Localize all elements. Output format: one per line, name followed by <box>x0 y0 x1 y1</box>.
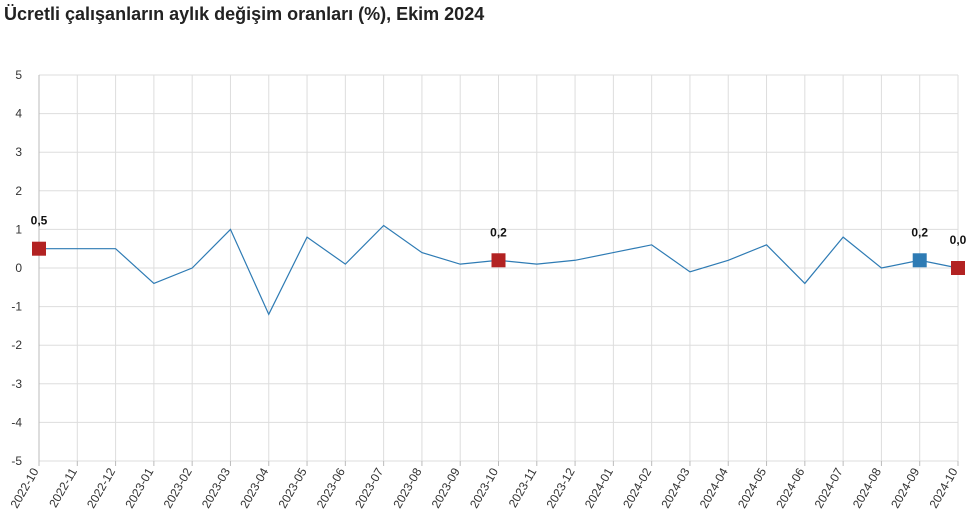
data-label: 0,2 <box>911 225 928 239</box>
y-tick-label: -1 <box>11 300 22 314</box>
x-axis-ticks: 2022-10 2022-11 2022-12 2023-01 2023-02 2023-… <box>7 465 960 510</box>
highlight-markers <box>32 241 965 275</box>
x-tick-label: 2022-10 <box>7 465 41 510</box>
x-tick-label: 2023-09 <box>429 465 463 510</box>
y-tick-label: 0 <box>15 261 22 275</box>
y-tick-label: 1 <box>15 222 22 236</box>
y-tick-label: 2 <box>15 184 22 198</box>
x-tick-label: 2024-07 <box>812 465 846 510</box>
y-tick-label: -5 <box>11 454 22 468</box>
y-tick-label: -4 <box>11 415 22 429</box>
y-tick-label: 5 <box>15 68 22 82</box>
x-tick-label: 2023-08 <box>390 465 424 510</box>
x-tick-label: 2022-12 <box>84 465 118 510</box>
x-tick-label: 2024-09 <box>888 465 922 510</box>
y-tick-label: 3 <box>15 145 22 159</box>
data-label: 0,5 <box>31 214 48 228</box>
x-tick-label: 2023-10 <box>467 465 501 510</box>
x-tick-label: 2023-04 <box>237 465 271 510</box>
x-tick-label: 2024-06 <box>773 465 807 510</box>
x-tick-label: 2023-11 <box>506 465 540 510</box>
point-marker <box>951 261 965 275</box>
y-tick-label: 4 <box>15 107 22 121</box>
x-tick-label: 2023-12 <box>544 465 578 510</box>
data-labels: 0,5 0,2 0,2 0,0 <box>31 214 967 247</box>
x-tick-label: 2023-03 <box>199 465 233 510</box>
x-tick-label: 2024-01 <box>582 465 616 510</box>
y-axis-ticks: 5 4 3 2 1 0 -1 -2 -3 -4 -5 <box>11 68 22 468</box>
x-tick-label: 2023-01 <box>122 465 156 510</box>
y-tick-label: -2 <box>11 338 22 352</box>
grid-lines <box>38 74 959 466</box>
x-tick-label: 2024-05 <box>735 465 769 510</box>
data-label: 0,0 <box>950 233 967 247</box>
x-tick-label: 2022-11 <box>46 465 80 510</box>
x-tick-label: 2023-05 <box>275 465 309 510</box>
chart-title: Ücretli çalışanların aylık değişim oranl… <box>4 4 485 24</box>
point-marker <box>912 253 927 268</box>
x-tick-label: 2024-10 <box>926 465 960 510</box>
x-tick-label: 2023-02 <box>161 465 195 510</box>
x-tick-label: 2024-08 <box>850 465 884 510</box>
data-label: 0,2 <box>490 225 507 239</box>
x-tick-label: 2024-03 <box>658 465 692 510</box>
y-tick-label: -3 <box>11 377 22 391</box>
point-marker <box>491 253 506 268</box>
x-tick-label: 2024-04 <box>697 465 731 510</box>
point-marker <box>32 241 46 256</box>
x-tick-label: 2023-06 <box>314 465 348 510</box>
x-tick-label: 2023-07 <box>352 465 386 510</box>
x-tick-label: 2024-02 <box>620 465 654 510</box>
